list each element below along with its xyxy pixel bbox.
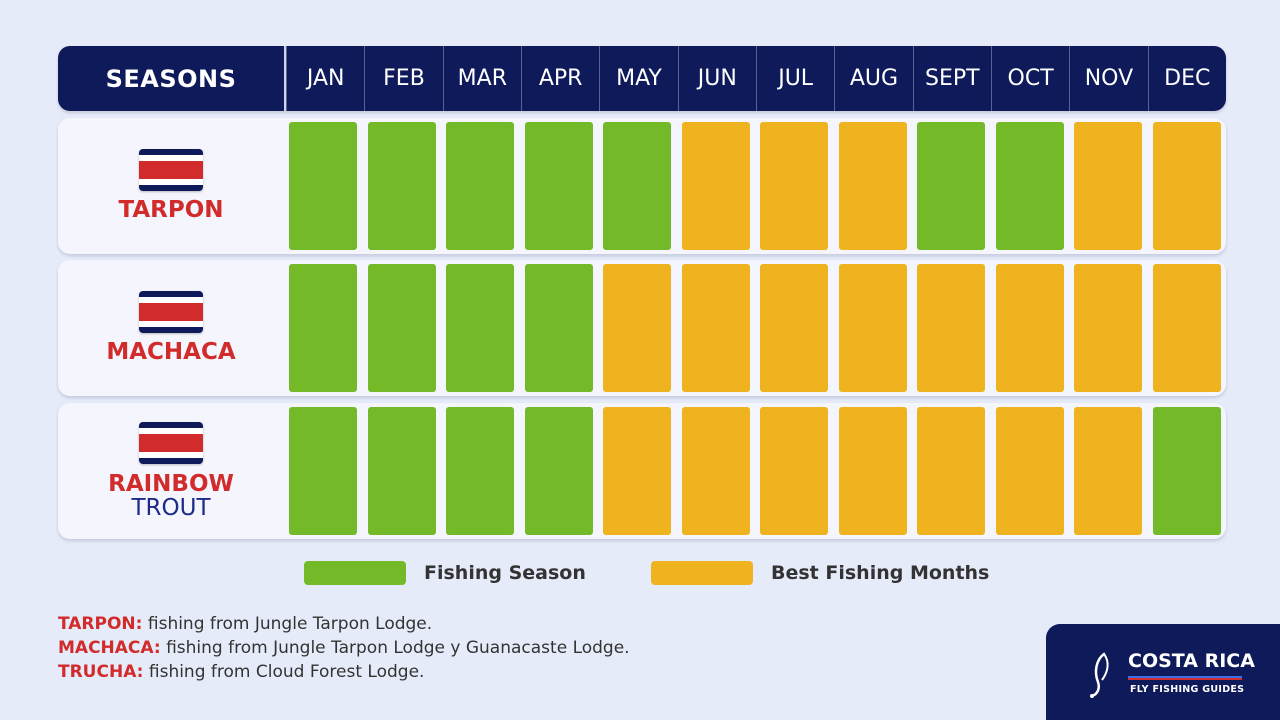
season-cell-nov: [1074, 264, 1142, 392]
costa-rica-flag-icon: [139, 291, 203, 333]
seasons-header: SEASONS: [58, 46, 286, 111]
season-cell-sept: [917, 407, 985, 535]
season-cell-may: [603, 264, 671, 392]
row-label: MACHACA: [58, 260, 284, 396]
note-text: fishing from Jungle Tarpon Lodge y Guana…: [160, 638, 630, 658]
month-header: NOV: [1069, 46, 1147, 111]
legend-swatch-best: [651, 561, 753, 585]
table-header: SEASONS JAN FEB MAR APR MAY JUN JUL AUG …: [58, 46, 1226, 111]
season-cell-feb: [367, 264, 436, 392]
season-cell-jun: [681, 264, 750, 392]
season-cell-jun: [681, 122, 750, 250]
note-text: fishing from Cloud Forest Lodge.: [143, 662, 425, 682]
season-cell-jan: [289, 407, 357, 535]
fly-icon: [1090, 652, 1109, 698]
season-cell-aug: [838, 407, 907, 535]
month-header: FEB: [364, 46, 442, 111]
season-cell-jul: [760, 407, 828, 535]
season-cell-sept: [917, 264, 985, 392]
species-row-tarpon: TARPON: [58, 118, 1226, 254]
season-cell-oct: [995, 407, 1064, 535]
month-header: MAY: [599, 46, 677, 111]
note-text: fishing from Jungle Tarpon Lodge.: [142, 614, 433, 634]
month-header: JAN: [286, 46, 364, 111]
species-name: RAINBOW: [108, 471, 234, 497]
month-header: JUN: [677, 46, 756, 111]
season-cell-mar: [446, 407, 514, 535]
note-line: TRUCHA: fishing from Cloud Forest Lodge.: [58, 662, 424, 682]
season-cell-jan: [289, 122, 357, 250]
note-line: TARPON: fishing from Jungle Tarpon Lodge…: [58, 614, 432, 634]
month-header: MAR: [442, 46, 521, 111]
season-cell-jan: [289, 264, 357, 392]
species-row-machaca: MACHACA: [58, 260, 1226, 396]
season-cell-mar: [446, 122, 514, 250]
row-label: RAINBOW TROUT: [58, 403, 284, 539]
species-name-secondary: TROUT: [131, 495, 211, 521]
costa-rica-flag-icon: [139, 149, 203, 191]
legend-label-best: Best Fishing Months: [771, 562, 990, 584]
note-line: MACHACA: fishing from Jungle Tarpon Lodg…: [58, 638, 630, 658]
species-name: TARPON: [118, 197, 224, 223]
legend-swatch-season: [304, 561, 406, 585]
costa-rica-flag-icon: [139, 422, 203, 464]
month-header: OCT: [990, 46, 1069, 111]
season-cell-dec: [1152, 122, 1221, 250]
season-cell-nov: [1074, 407, 1142, 535]
species-row-rainbow-trout: RAINBOW TROUT: [58, 403, 1226, 539]
note-key: TARPON:: [58, 614, 143, 634]
season-cell-sept: [917, 122, 985, 250]
season-cell-dec: [1152, 264, 1221, 392]
logo-title: COSTA RICA: [1128, 650, 1255, 672]
season-cell-apr: [524, 264, 593, 392]
month-header: DEC: [1147, 46, 1226, 111]
season-cell-jul: [760, 264, 828, 392]
month-header: JUL: [755, 46, 834, 111]
season-cell-jul: [760, 122, 828, 250]
season-cell-feb: [367, 122, 436, 250]
season-cell-may: [603, 122, 671, 250]
month-header: AUG: [834, 46, 912, 111]
season-cell-aug: [838, 264, 907, 392]
season-cell-feb: [367, 407, 436, 535]
season-cell-nov: [1074, 122, 1142, 250]
note-key: TRUCHA:: [58, 662, 144, 682]
season-cell-mar: [446, 264, 514, 392]
brand-logo: COSTA RICA FLY FISHING GUIDES: [1046, 624, 1280, 720]
month-header: SEPT: [912, 46, 991, 111]
season-cell-may: [603, 407, 671, 535]
row-label: TARPON: [58, 118, 284, 254]
logo-subtitle: FLY FISHING GUIDES: [1130, 684, 1245, 695]
legend-label-season: Fishing Season: [424, 562, 586, 584]
species-name: MACHACA: [106, 339, 236, 365]
month-header: APR: [520, 46, 599, 111]
season-cell-apr: [524, 407, 593, 535]
note-key: MACHACA:: [58, 638, 161, 658]
season-cell-jun: [681, 407, 750, 535]
season-cell-aug: [838, 122, 907, 250]
season-cell-dec: [1152, 407, 1221, 535]
season-cell-apr: [524, 122, 593, 250]
season-cell-oct: [995, 264, 1064, 392]
logo-divider: [1128, 676, 1242, 680]
season-cell-oct: [995, 122, 1064, 250]
